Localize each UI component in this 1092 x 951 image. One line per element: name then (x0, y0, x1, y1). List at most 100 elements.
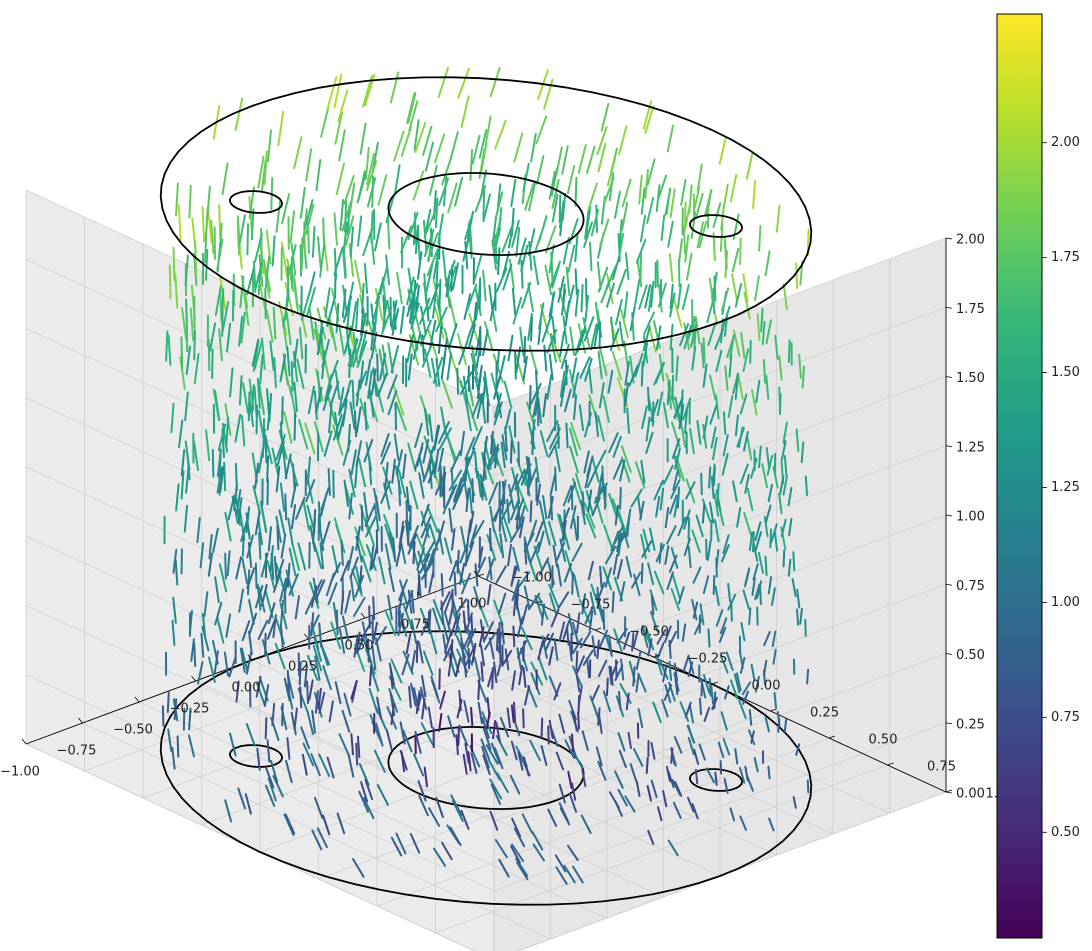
x-tick-label: −0.25 (170, 702, 210, 717)
quiver-arrow (739, 237, 742, 266)
quiver-arrow (679, 420, 686, 448)
quiver-arrow (359, 312, 367, 342)
quiver-arrow (432, 599, 444, 625)
quiver-arrow (469, 149, 474, 181)
quiver-arrow (444, 592, 453, 614)
quiver-arrow (171, 746, 176, 770)
quiver-arrow (631, 632, 635, 652)
quiver-arrow (632, 630, 639, 649)
quiver-arrow (434, 133, 446, 164)
quiver-arrow (762, 659, 768, 677)
quiver-arrow (471, 478, 475, 503)
quiver-arrow (666, 525, 677, 545)
quiver-arrow (380, 441, 391, 465)
quiver-arrow (443, 642, 454, 662)
quiver-arrow (752, 179, 756, 210)
quiver-arrow (305, 148, 313, 182)
grid-line-z-left (25, 674, 495, 892)
quiver-arrow (354, 574, 365, 598)
quiver-arrow (558, 713, 566, 734)
quiver-arrow (510, 704, 515, 724)
y-tick-mark (536, 600, 543, 604)
quiver-arrow (548, 291, 556, 318)
quiver-arrow (542, 495, 548, 520)
quiver-arrow (339, 389, 350, 414)
quiver-arrow (534, 225, 545, 253)
quiver-arrow (690, 211, 697, 239)
quiver-arrow (567, 244, 576, 273)
quiver-arrow (756, 313, 761, 342)
quiver-arrow (337, 89, 349, 123)
quiver-arrow (382, 466, 393, 495)
quiver-arrow (724, 250, 729, 279)
quiver-arrow (739, 393, 748, 415)
quiver-arrow (492, 227, 502, 257)
quiver-arrow (722, 411, 727, 435)
quiver-arrow (624, 361, 630, 386)
quiver-arrow (465, 612, 473, 634)
quiver-arrow (597, 351, 603, 380)
z-tick-mark (945, 583, 953, 586)
quiver-arrow (571, 357, 578, 384)
quiver-arrow (520, 463, 532, 486)
quiver-arrow (366, 177, 377, 208)
quiver-arrow (412, 170, 425, 201)
quiver-arrow (635, 674, 640, 693)
quiver-arrow (734, 414, 739, 437)
quiver-arrow (435, 797, 444, 818)
quiver-arrow (682, 225, 687, 255)
quiver-arrow (315, 159, 322, 192)
quiver-arrow (726, 334, 736, 359)
quiver-arrow (427, 706, 433, 729)
quiver-arrow (444, 259, 456, 287)
quiver-arrow (258, 383, 265, 416)
quiver-arrow (173, 698, 178, 721)
quiver-arrow (692, 601, 699, 619)
quiver-arrow (682, 397, 692, 421)
quiver-arrow (494, 838, 508, 859)
quiver-arrow (379, 352, 387, 381)
quiver-arrow (338, 323, 345, 356)
quiver-arrow (559, 538, 567, 562)
quiver-arrow (572, 711, 578, 732)
quiver-arrow (462, 610, 467, 633)
quiver-arrow (653, 320, 661, 349)
quiver-arrow (659, 487, 665, 511)
quiver-arrow (357, 215, 363, 247)
quiver-arrow (799, 607, 803, 625)
y-tick-label: −0.50 (629, 625, 669, 640)
quiver-arrow (433, 847, 447, 867)
quiver-arrow (374, 276, 385, 305)
quiver-arrow (534, 456, 540, 483)
quiver-arrow (770, 523, 778, 543)
quiver-arrow (557, 591, 570, 609)
quiver-arrow (655, 325, 662, 351)
quiver-arrow (534, 521, 544, 543)
quiver-arrow (715, 609, 724, 627)
quiver-arrow (459, 430, 465, 457)
quiver-arrow (278, 509, 286, 537)
quiver-arrow (374, 287, 384, 322)
quiver-arrow (597, 142, 607, 173)
quiver-arrow (348, 468, 356, 498)
quiver-arrow (421, 560, 434, 580)
quiver-arrow (585, 513, 597, 539)
quiver-arrow (438, 421, 450, 444)
quiver-arrow (418, 794, 429, 817)
grid-line-z-left (25, 605, 495, 822)
quiver-arrow (456, 698, 463, 719)
quiver-arrow (462, 629, 474, 650)
quiver-arrow (575, 671, 581, 693)
quiver-arrow (629, 763, 638, 782)
quiver-arrow (475, 556, 487, 578)
quiver-arrow (341, 288, 347, 319)
quiver-arrow (395, 401, 407, 431)
quiver-arrow (165, 330, 169, 362)
quiver-arrow (363, 263, 369, 295)
quiver-arrow (312, 644, 323, 672)
quiver-arrow (727, 582, 732, 603)
quiver-arrow (573, 394, 578, 421)
quiver-arrow (620, 658, 625, 681)
quiver-arrow (343, 199, 348, 233)
quiver-arrow (201, 613, 207, 640)
